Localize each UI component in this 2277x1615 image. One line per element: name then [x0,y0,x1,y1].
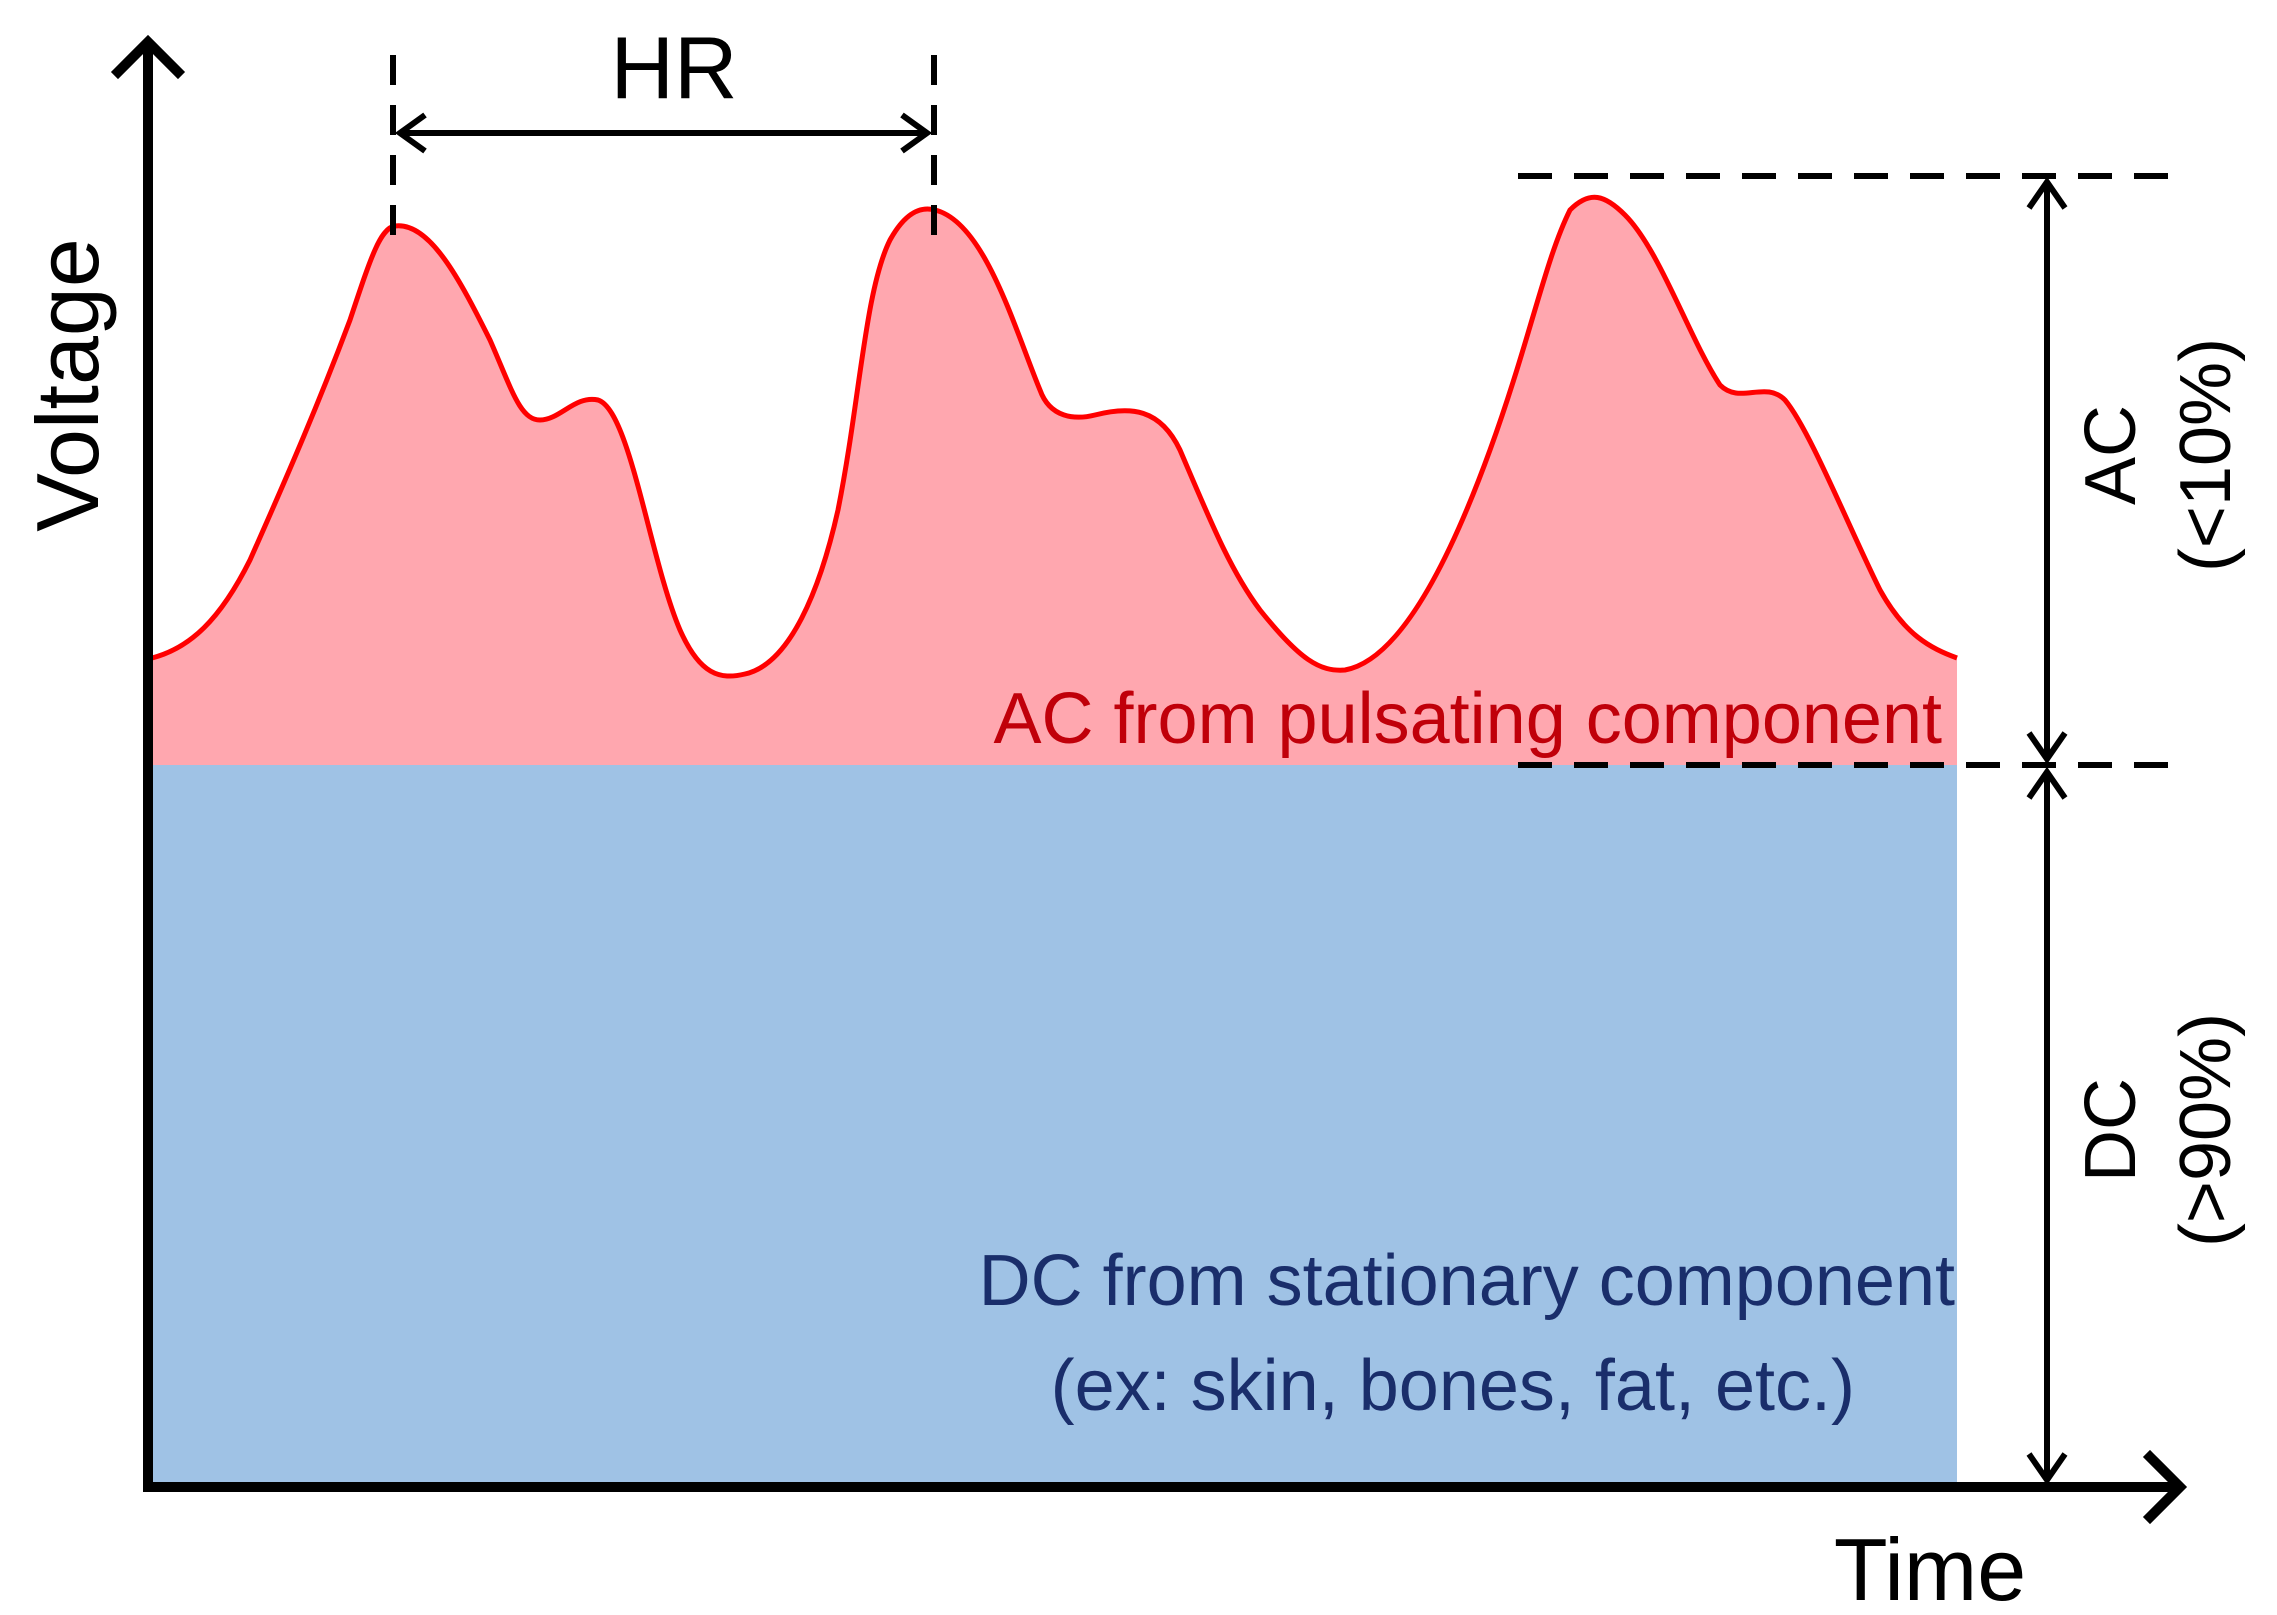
x-axis-arrowhead [2142,1449,2188,1525]
ac-span-arrowhead-bottom [2026,731,2068,765]
ac-side-label: AC [2071,405,2151,505]
y-axis-label: Voltage [18,238,117,532]
dc-region-label-line2: (ex: skin, bones, fat, etc.) [1051,1346,1855,1426]
dc-span-arrowhead-top [2026,766,2068,800]
hr-arrowhead-right [900,112,933,154]
ppg-waveform [151,194,1958,679]
hr-markers [390,55,937,250]
dc-side-label: DC [2071,1078,2151,1182]
axes [110,34,2188,1525]
hr-arrowhead-left [394,112,427,154]
ac-span-arrowhead-top [2026,176,2068,210]
ac-side-percent: (<10%) [2166,338,2246,572]
ac-region-label: AC from pulsating component [994,679,1942,759]
dc-span-arrowhead-bottom [2026,1452,2068,1486]
dc-side-percent: (>90%) [2166,1013,2246,1247]
ac-region [152,197,1957,765]
level-indicators [1518,173,2172,1486]
hr-label: HR [610,18,737,117]
dc-region-label-line1: DC from stationary component [979,1241,1955,1321]
y-axis-arrowhead [110,34,186,80]
dc-region [152,765,1957,1485]
x-axis-label: Time [1834,1520,2026,1615]
